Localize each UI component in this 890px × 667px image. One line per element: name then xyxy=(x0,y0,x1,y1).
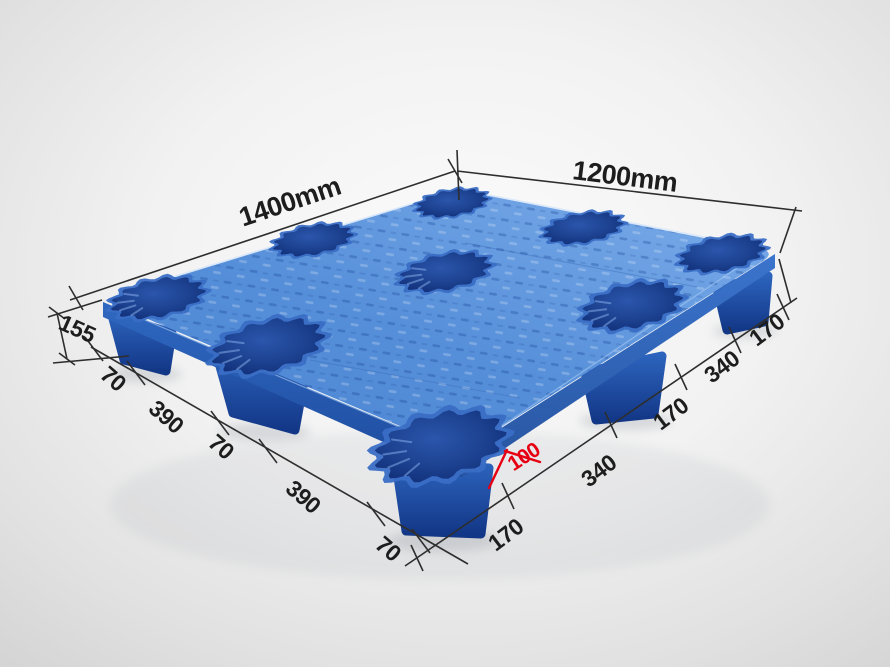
deck-edge-highlight xyxy=(113,306,450,449)
deck-hole-pit xyxy=(272,223,354,257)
deck-hole-pit xyxy=(416,188,489,218)
dimension-tick xyxy=(411,528,431,554)
deck-panel-seams xyxy=(309,242,698,399)
deck-hole-pit xyxy=(211,318,326,375)
dimension-line xyxy=(52,355,130,364)
deck-seam-line xyxy=(309,359,521,399)
dimension-tick xyxy=(604,411,618,439)
deck-hole-pit xyxy=(110,277,206,320)
hole-rib-highlight xyxy=(222,355,243,364)
dimension-annotations xyxy=(47,149,803,572)
deck-edge-highlight xyxy=(474,251,762,445)
hole-rib-highlight xyxy=(236,358,251,371)
hole-rib-highlight xyxy=(404,462,421,477)
dimension-tick xyxy=(674,363,688,391)
deck-hole-pit xyxy=(542,211,624,245)
deck-hole-pit xyxy=(398,252,492,293)
hole-rib-highlight xyxy=(116,299,135,304)
dimension-tick xyxy=(447,158,463,184)
pallet-deck-texture xyxy=(109,191,769,449)
dimension-line xyxy=(90,346,469,565)
dimension-tick xyxy=(48,306,66,320)
hole-rib-highlight xyxy=(418,280,431,290)
hole-rib-highlight xyxy=(382,450,408,456)
hole-rib-highlight xyxy=(391,438,413,444)
hole-rib-highlight xyxy=(603,316,617,327)
dimension-tick xyxy=(58,352,76,366)
dimension-line xyxy=(404,297,798,567)
deck-seam-line xyxy=(464,242,698,288)
hole-rib-highlight xyxy=(130,307,144,317)
pallet-side-walls xyxy=(103,254,775,477)
dimension-tick xyxy=(728,326,742,354)
dimension-line xyxy=(69,170,456,301)
dimension-tick xyxy=(366,501,386,527)
deck-hole-pit xyxy=(374,410,507,483)
dimension-tick xyxy=(68,285,84,311)
hole-rib-highlight xyxy=(587,308,608,313)
dimension-tick xyxy=(410,544,424,572)
pallet-wall-left xyxy=(103,302,462,477)
hole-rib-highlight xyxy=(387,457,411,469)
hole-rib-highlight xyxy=(218,349,240,354)
dimension-tick xyxy=(210,410,230,436)
dimension-line xyxy=(56,312,68,360)
dimension-line xyxy=(779,206,797,254)
hole-rib-highlight xyxy=(594,300,612,305)
hole-rib-highlight xyxy=(119,304,137,312)
deck-holes xyxy=(105,186,771,488)
dimension-line xyxy=(778,258,792,304)
deck-hole-pit xyxy=(581,281,683,331)
dimension-tick xyxy=(776,293,790,321)
hole-rib-highlight xyxy=(406,278,424,285)
hole-rib-highlight xyxy=(226,340,245,345)
hole-rib-highlight xyxy=(123,292,139,297)
deck-hole-pit xyxy=(678,235,766,273)
dimension-line xyxy=(456,170,803,212)
dimension-tick xyxy=(84,336,104,362)
hole-rib-highlight xyxy=(404,273,423,278)
leg-height-marker-line xyxy=(487,448,509,490)
dimension-tick xyxy=(501,482,515,510)
dimension-tick xyxy=(258,438,278,464)
hole-rib-highlight xyxy=(411,267,427,271)
dimension-tick xyxy=(126,360,146,386)
leg-height-marker-line xyxy=(503,449,542,464)
hole-rib-highlight xyxy=(590,313,609,322)
pallet-wall-right xyxy=(462,254,775,477)
